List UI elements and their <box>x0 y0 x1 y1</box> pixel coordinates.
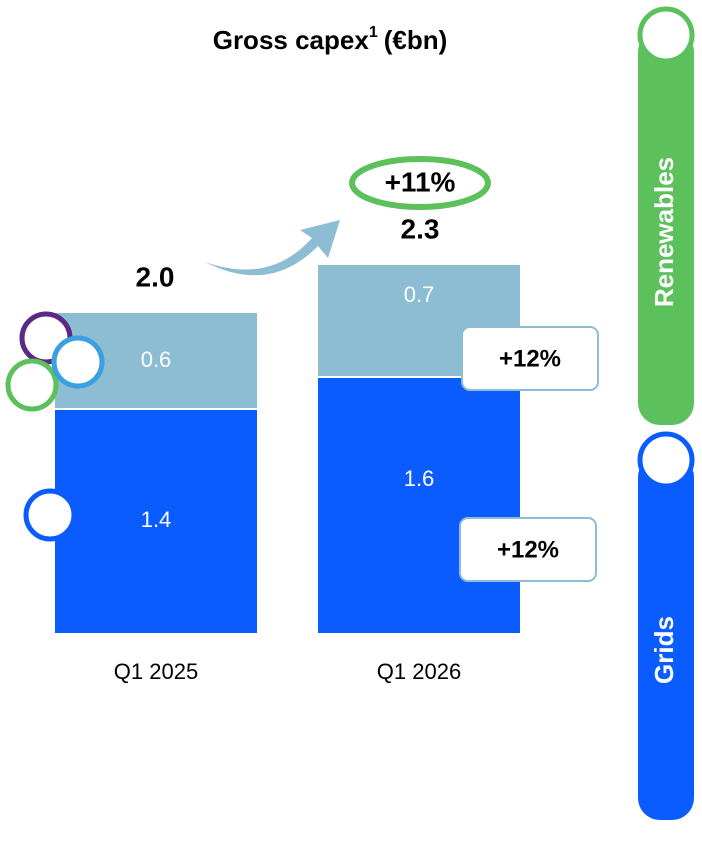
legend-icon <box>637 431 695 489</box>
total-label: 2.3 <box>401 213 440 244</box>
title-footnote: 1 <box>369 24 378 41</box>
legend-label: Renewables <box>649 157 679 307</box>
growth-box <box>459 517 597 582</box>
title-main: Gross capex <box>213 25 370 55</box>
segment-label: 1.6 <box>404 466 435 491</box>
growth-label: +11% <box>385 166 456 197</box>
total-label: 2.0 <box>136 261 175 292</box>
segment-icon <box>5 358 59 412</box>
legend-pill <box>638 30 694 425</box>
segment-growth-label: +12% <box>497 536 559 563</box>
chart-title: Gross capex1 (€bn) <box>213 24 448 55</box>
growth-circle <box>349 156 491 210</box>
segment-label: 0.7 <box>404 282 435 307</box>
x-tick-label: Q1 2025 <box>114 659 198 684</box>
growth-arrow <box>205 220 340 276</box>
segment-label: 0.6 <box>141 347 172 372</box>
segment-icon <box>51 335 105 389</box>
x-tick-label: Q1 2026 <box>377 659 461 684</box>
segment-growth-label: +12% <box>499 345 561 372</box>
segment-label: 1.4 <box>141 507 172 532</box>
bar-segment <box>318 377 520 633</box>
legend-icon <box>637 6 695 64</box>
legend-label: Grids <box>649 616 679 684</box>
bar-segment <box>55 409 257 633</box>
segment-icon <box>23 488 77 542</box>
title-unit: (€bn) <box>384 25 448 55</box>
legend-pill <box>638 455 694 820</box>
growth-box <box>461 326 599 391</box>
